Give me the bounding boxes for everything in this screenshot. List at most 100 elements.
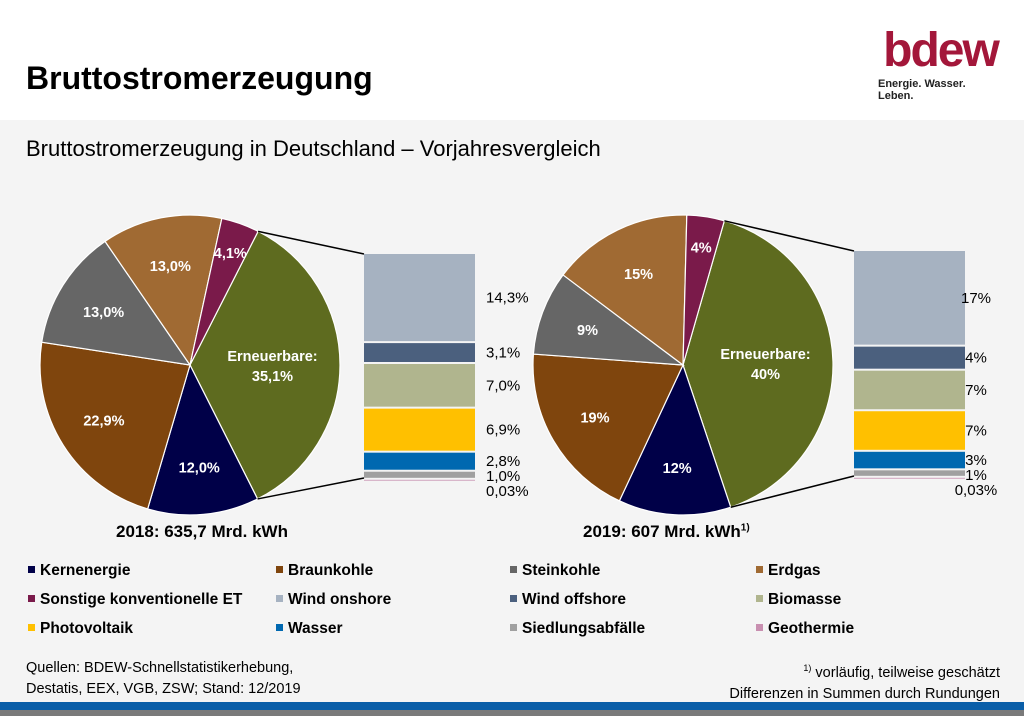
sources-line2: Destatis, EEX, VGB, ZSW; Stand: 12/2019 — [26, 681, 301, 697]
sources-line1: Quellen: BDEW-Schnellstatistikerhebung, — [26, 660, 294, 676]
header — [0, 0, 1024, 120]
legend-label: Wasser — [288, 620, 343, 637]
legend-label: Steinkohle — [522, 562, 601, 579]
legend-swatch — [28, 624, 35, 631]
legend-label: Braunkohle — [288, 562, 374, 579]
legend-label: Geothermie — [768, 620, 855, 637]
pie-slice-erneuerbare — [682, 220, 834, 508]
bar-segment-photovoltaik — [364, 408, 475, 451]
bar-label-wasser: 2,8% — [486, 453, 520, 470]
legend-label: Wind offshore — [522, 591, 627, 608]
bar-segment-siedlungsabf-lle — [854, 470, 965, 476]
pie-label-sonstige-konventionelle-et: 4% — [691, 240, 712, 256]
bar-segment-biomasse — [364, 363, 475, 407]
pie-slice-braunkohle — [39, 341, 191, 510]
pie-slice-sonstige-konventionelle-et — [682, 214, 726, 366]
pie-label-kernenergie: 12% — [663, 461, 692, 477]
pie-label-braunkohle: 19% — [580, 411, 609, 427]
pie-label-sonstige-konventionelle-et: 4,1% — [214, 246, 247, 262]
legend-label: Erdgas — [768, 562, 821, 579]
sources: Quellen: BDEW-Schnellstatistikerhebung, … — [26, 658, 301, 700]
legend-swatch — [276, 566, 283, 573]
pie-label-erneuerbare: Erneuerbare: — [227, 349, 317, 365]
total-2019: 2019: 607 Mrd. kWh1) — [583, 522, 750, 542]
footnote-marker: 1) — [740, 522, 750, 534]
bar-label-siedlungsabf-lle: 1,0% — [486, 468, 520, 485]
bar-segment-photovoltaik — [854, 411, 965, 450]
pie-label-braunkohle: 22,9% — [83, 414, 124, 430]
legend-swatch — [756, 595, 763, 602]
legend-item-wind-onshore: Wind onshore — [276, 591, 391, 609]
pie-label-erneuerbare: Erneuerbare: — [720, 347, 810, 363]
bar-segment-wasser — [854, 451, 965, 469]
legend-swatch — [276, 595, 283, 602]
footer-stripe — [0, 702, 1024, 710]
logo-tagline: Energie. Wasser. Leben. — [878, 78, 966, 102]
note-line2: Differenzen in Summen durch Rundungen — [729, 685, 1000, 702]
bar-label-biomasse: 7% — [965, 382, 987, 399]
legend-item-geothermie: Geothermie — [756, 620, 854, 638]
pie-slice-erdgas — [562, 214, 688, 367]
legend-item-photovoltaik: Photovoltaik — [28, 620, 133, 638]
pie-slice-steinkohle — [41, 240, 192, 366]
page-title: Bruttostromerzeugung — [26, 60, 373, 96]
legend-item-erdgas: Erdgas — [756, 562, 821, 580]
legend-swatch — [510, 595, 517, 602]
legend-item-siedlungsabf-lle: Siedlungsabfälle — [510, 620, 645, 638]
pie-slice-braunkohle — [532, 353, 684, 502]
bar-label-wasser: 3% — [965, 452, 987, 469]
footer-stripe-gray — [0, 710, 1024, 716]
legend-swatch — [276, 624, 283, 631]
bar-label-wind-offshore: 4% — [965, 350, 987, 367]
bar-label-wind-onshore: 17% — [961, 290, 991, 307]
legend-item-braunkohle: Braunkohle — [276, 562, 373, 580]
pie-label-erneuerbare: 40% — [751, 367, 780, 383]
notes: 1) vorläufig, teilweise geschätzt Differ… — [729, 658, 1000, 705]
legend-swatch — [28, 566, 35, 573]
bar-label-biomasse: 7,0% — [486, 377, 520, 394]
legend-label: Photovoltaik — [40, 620, 134, 637]
bar-segment-wind-onshore — [364, 254, 475, 342]
bar-label-photovoltaik: 7% — [965, 423, 987, 440]
bar-segment-wind-onshore — [854, 251, 965, 345]
legend-label: Kernenergie — [40, 562, 131, 579]
legend-swatch — [28, 595, 35, 602]
connector-line-top — [724, 220, 855, 252]
legend-item-biomasse: Biomasse — [756, 591, 841, 609]
bar-segment-geothermie — [854, 477, 965, 479]
bar-label-wind-offshore: 3,1% — [486, 345, 520, 362]
legend-swatch — [510, 624, 517, 631]
pie-label-erdgas: 13,0% — [150, 259, 191, 275]
pie-label-kernenergie: 12,0% — [179, 461, 220, 477]
bdew-logo: bdew Energie. Wasser. Leben. — [878, 24, 1003, 103]
bar-label-geothermie: 0,03% — [486, 483, 529, 500]
note-line1: 1) vorläufig, teilweise geschätzt — [729, 658, 1000, 684]
bar-label-photovoltaik: 6,9% — [486, 422, 520, 439]
note-text: vorläufig, teilweise geschätzt — [811, 664, 1000, 681]
pie-label-erneuerbare: 35,1% — [252, 369, 293, 385]
pie-slice-sonstige-konventionelle-et — [189, 217, 259, 366]
legend-label: Wind onshore — [288, 591, 392, 608]
legend-item-kernenergie: Kernenergie — [28, 562, 130, 580]
logo-mark: bdew — [883, 24, 1000, 77]
bar-segment-geothermie — [364, 479, 475, 481]
pie-slice-erdgas — [104, 214, 223, 367]
total-2019-text: 2019: 607 Mrd. kWh — [583, 522, 741, 541]
legend-item-sonstige-konventionelle-et: Sonstige konventionelle ET — [28, 591, 242, 609]
connector-line-bottom — [257, 477, 365, 500]
bar-label-siedlungsabf-lle: 1% — [965, 467, 987, 484]
bar-label-geothermie: 0,03% — [955, 482, 998, 499]
bar-segment-wind-offshore — [854, 346, 965, 369]
bar-segment-biomasse — [854, 370, 965, 410]
pie-label-steinkohle: 13,0% — [83, 305, 124, 321]
connector-line-bottom — [730, 475, 855, 508]
bar-segment-wind-offshore — [364, 343, 475, 362]
pie-slice-erneuerbare — [189, 230, 341, 500]
total-2018-text: 2018: 635,7 Mrd. kWh — [116, 522, 288, 541]
legend-swatch — [756, 566, 763, 573]
pie-slice-steinkohle — [532, 274, 685, 366]
total-2018: 2018: 635,7 Mrd. kWh — [116, 522, 288, 542]
bar-segment-siedlungsabf-lle — [364, 471, 475, 478]
legend-swatch — [510, 566, 517, 573]
legend-label: Siedlungsabfälle — [522, 620, 646, 637]
